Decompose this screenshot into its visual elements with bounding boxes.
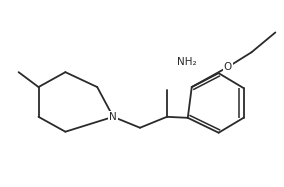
Text: N: N [109, 112, 117, 122]
Text: O: O [224, 62, 232, 72]
Text: NH₂: NH₂ [177, 57, 197, 67]
